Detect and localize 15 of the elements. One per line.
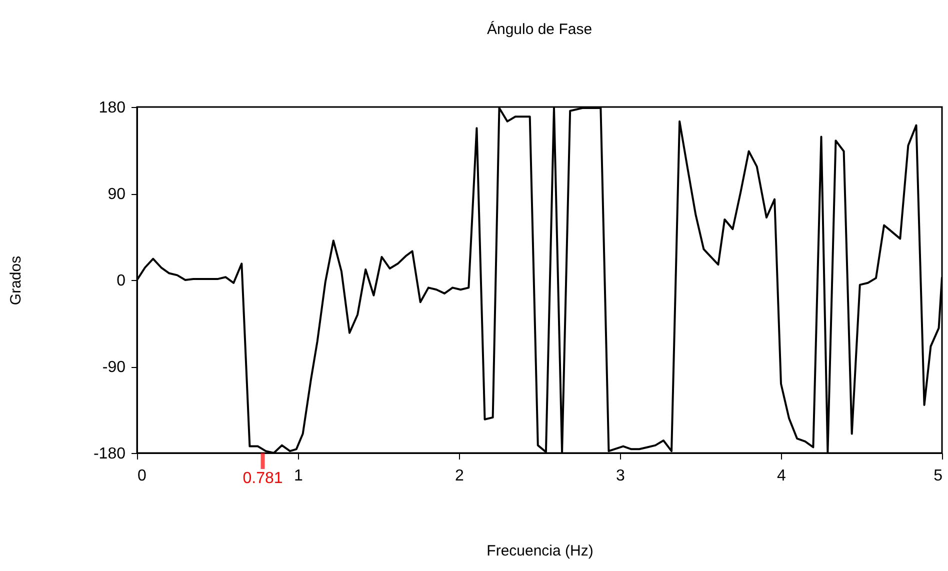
y-axis-title: Grados (7, 256, 24, 306)
y-tick-label: 180 (98, 100, 126, 116)
x-tick-label: 0 (138, 468, 146, 484)
x-tick-label: 3 (616, 468, 626, 484)
x-tick-label: 1 (294, 468, 304, 484)
x-tick-label: 5 (934, 468, 943, 484)
y-tick-label: 0 (116, 272, 126, 290)
x-tick-label: 2 (455, 468, 464, 484)
y-tick-label: -180 (93, 446, 126, 462)
y-tick-label: -90 (102, 359, 126, 376)
chart-title: Ángulo de Fase (486, 20, 592, 38)
y-tick-label: 90 (108, 186, 126, 203)
x-tick-label: 4 (777, 468, 786, 484)
annotation: 0.781 (242, 470, 283, 487)
x-axis-title: Frecuencia (Hz) (486, 542, 594, 560)
